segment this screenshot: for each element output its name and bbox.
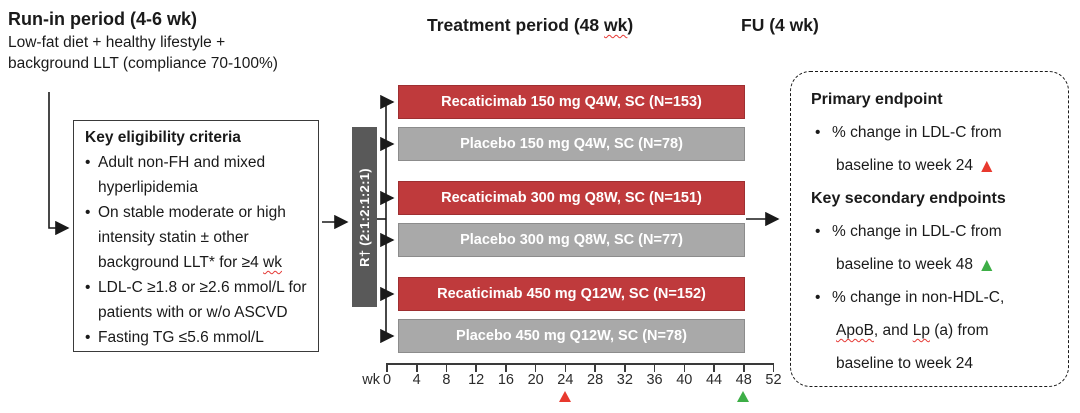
text-segment: % change in LDL-C from xyxy=(832,124,1002,141)
bullet-icon: • xyxy=(815,124,821,141)
week-tick-label: 4 xyxy=(412,372,421,388)
endpoint-item: • % change in LDL-C from xyxy=(811,215,1060,248)
week-tick xyxy=(475,363,477,372)
week-tick-label: 8 xyxy=(442,372,451,388)
eligibility-item: intensity statin ± other xyxy=(98,229,249,246)
week-tick-label: 0 xyxy=(382,372,392,388)
text-segment: % change in LDL-C from xyxy=(832,223,1002,240)
week-tick xyxy=(742,363,745,372)
run-in-description: Low-fat diet + healthy lifestyle + backgr… xyxy=(8,32,278,74)
endpoint-item: baseline to week 24 xyxy=(811,347,1060,380)
bullet-icon: • xyxy=(815,223,821,240)
week-tick xyxy=(713,363,715,372)
endpoint-item: baseline to week 48 ▲ xyxy=(811,248,1060,281)
text-segment: % change in non-HDL-C, xyxy=(832,289,1005,306)
text-segment: wk xyxy=(263,254,282,271)
week-tick-label: 40 xyxy=(676,372,693,388)
week-tick xyxy=(564,363,567,372)
eligibility-item: • LDL-C ≥1.8 or ≥2.6 mmol/L for xyxy=(85,275,312,300)
week-tick xyxy=(534,363,537,372)
text-segment: Lp xyxy=(912,322,930,339)
eligibility-item: • Fasting TG ≤5.6 mmol/L xyxy=(85,325,312,350)
week-tick xyxy=(683,363,686,372)
week-tick-label: 28 xyxy=(587,372,604,388)
arm-box-3-treatment: Recaticimab 300 mg Q8W, SC (N=151) xyxy=(398,181,745,215)
arm-box-2-placebo: Placebo 150 mg Q4W, SC (N=78) xyxy=(398,127,745,161)
bullet-icon: • xyxy=(85,279,91,296)
follow-up-header: FU (4 wk) xyxy=(741,15,819,35)
bullet-icon: • xyxy=(85,329,91,346)
endpoints-list: Primary endpoint • % change in LDL-C from b… xyxy=(811,83,1060,380)
week-tick xyxy=(505,363,507,372)
eligibility-criteria-list: • Adult non-FH and mixed hyperlipidemia • On… xyxy=(85,150,312,350)
bullet-icon: • xyxy=(85,154,91,171)
week-axis-line xyxy=(386,363,774,365)
arm-box-6-placebo: Placebo 450 mg Q12W, SC (N=78) xyxy=(398,319,745,353)
endpoints-heading: Primary endpoint xyxy=(811,91,943,108)
week-tick xyxy=(415,363,418,372)
week-tick xyxy=(772,363,775,372)
run-in-to-eligibility-connector xyxy=(48,92,70,236)
week-tick-label: 52 xyxy=(765,372,782,388)
week-axis-unit-label: wk xyxy=(362,372,380,388)
week-tick-label: 20 xyxy=(527,372,544,388)
text-segment: baseline to week 48 xyxy=(836,256,978,273)
bullet-icon: • xyxy=(85,204,91,221)
eligibility-item: background LLT* for ≥4 wk xyxy=(85,250,312,275)
week-tick xyxy=(624,363,626,372)
triangle-marker-icon: ▲ xyxy=(977,156,997,177)
eligibility-box: Key eligibility criteria • Adult non-FH a… xyxy=(73,120,319,352)
arm-box-5-treatment: Recaticimab 450 mg Q12W, SC (N=152) xyxy=(398,277,745,311)
bullet-icon: • xyxy=(815,289,821,306)
week-tick-label: 44 xyxy=(705,372,723,388)
week-tick xyxy=(386,363,388,372)
randomization-bar: R† (2:1:2:1:2:1) xyxy=(352,127,377,307)
text-segment: , and xyxy=(873,322,913,339)
endpoints-heading: Key secondary endpoints xyxy=(811,190,1006,207)
text-segment: baseline to week 24 xyxy=(836,157,978,174)
endpoint-item: ApoB, and Lp (a) from xyxy=(811,314,1060,347)
week48-secondary-endpoint-marker-icon xyxy=(737,391,750,402)
eligibility-item: • On stable moderate or high xyxy=(85,200,312,225)
run-in-description-line: background LLT (compliance 70-100%) xyxy=(8,55,278,72)
endpoint-item: baseline to week 24 ▲ xyxy=(811,149,1060,182)
week-tick xyxy=(445,363,448,372)
text-segment: (a) from xyxy=(929,322,989,339)
endpoints-box: Primary endpoint • % change in LDL-C from b… xyxy=(790,71,1069,387)
week-tick xyxy=(594,363,596,372)
arm-box-1-treatment: Recaticimab 150 mg Q4W, SC (N=153) xyxy=(398,85,745,119)
eligibility-item: patients with or w/o ASCVD xyxy=(98,304,288,321)
eligibility-item: • Adult non-FH and mixed xyxy=(85,150,312,175)
week-tick-label: 12 xyxy=(468,372,485,388)
arm-box-4-placebo: Placebo 300 mg Q8W, SC (N=77) xyxy=(398,223,745,257)
text-segment: baseline to week 24 xyxy=(836,355,974,372)
eligibility-title: Key eligibility criteria xyxy=(85,129,241,146)
week-tick-label: 16 xyxy=(497,372,514,388)
week-tick-label: 36 xyxy=(646,372,663,388)
text-segment: background LLT* for ≥4 xyxy=(98,254,264,271)
endpoint-item: • % change in LDL-C from xyxy=(811,116,1060,149)
triangle-marker-icon: ▲ xyxy=(977,255,997,276)
treatment-period-header: Treatment period (48 wk) xyxy=(427,15,633,36)
text-segment: Treatment period (48 xyxy=(427,15,604,35)
week24-primary-endpoint-marker-icon xyxy=(558,391,571,402)
week-tick-label: 48 xyxy=(735,372,752,388)
run-in-period-header: Run-in period (4-6 wk) xyxy=(8,9,197,29)
randomization-label: R† (2:1:2:1:2:1) xyxy=(357,167,372,267)
text-segment: ApoB xyxy=(836,322,874,339)
week-tick-label: 32 xyxy=(616,372,633,388)
text-segment: ) xyxy=(627,15,634,35)
text-segment: wk xyxy=(604,15,628,35)
week-tick xyxy=(653,363,656,372)
eligibility-item: hyperlipidemia xyxy=(98,179,198,196)
endpoint-item: • % change in non-HDL-C, xyxy=(811,281,1060,314)
run-in-description-line: Low-fat diet + healthy lifestyle + xyxy=(8,34,226,51)
week-tick-label: 24 xyxy=(557,372,574,388)
